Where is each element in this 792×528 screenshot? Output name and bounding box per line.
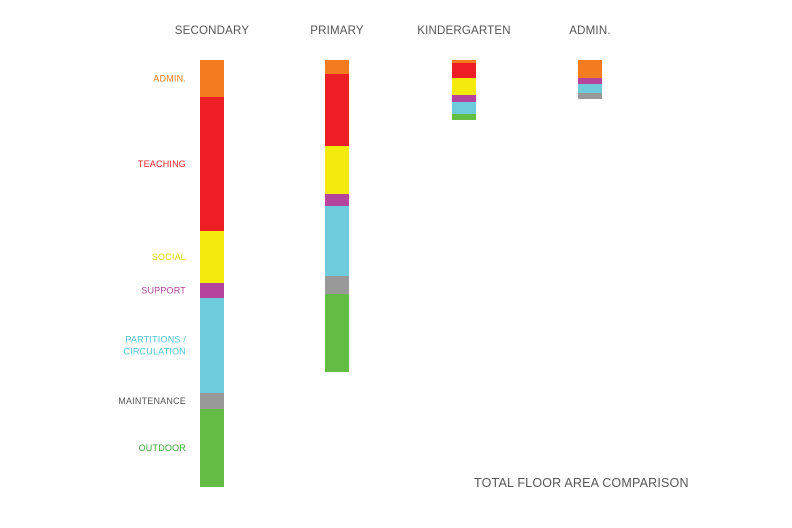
bar-segment-admin-partitions-circulation [578,84,602,93]
column-label-kindergarten: KINDERGARTEN [417,25,511,37]
column-labels: SECONDARY PRIMARY KINDERGARTEN ADMIN. [175,25,611,37]
category-label-support: SUPPORT [141,286,186,296]
bar-segment-secondary-outdoor [200,409,224,487]
category-labels: ADMIN. TEACHING SOCIAL SUPPORT PARTITIONS / C… [118,74,186,454]
column-label-admin: ADMIN. [569,25,610,37]
stacked-bars [200,60,602,487]
bar-segment-secondary-maintenance [200,393,224,409]
bar-segment-secondary-teaching [200,97,224,231]
bar-segment-secondary-admin [200,60,224,97]
chart-title: TOTAL FLOOR AREA COMPARISON [474,476,689,490]
bar-segment-secondary-support [200,283,224,298]
category-label-teaching: TEACHING [138,159,186,169]
bar-segment-primary-social [325,146,349,194]
category-label-outdoor: OUTDOOR [139,443,187,453]
category-label-social: SOCIAL [152,252,186,262]
bar-segment-admin-support [578,78,602,84]
bar-segment-secondary-partitions-circulation [200,298,224,393]
bar-segment-kindergarten-teaching [452,63,476,78]
bar-segment-primary-partitions-circulation [325,206,349,276]
column-label-secondary: SECONDARY [175,25,250,37]
category-label-admin: ADMIN. [153,74,186,84]
bar-segment-primary-admin [325,60,349,74]
bar-segment-secondary-social [200,231,224,283]
bar-segment-primary-teaching [325,74,349,146]
bar-segment-kindergarten-support [452,95,476,102]
bar-segment-kindergarten-outdoor [452,114,476,120]
bar-segment-kindergarten-partitions-circulation [452,102,476,114]
category-label-maintenance: MAINTENANCE [118,396,186,406]
bar-segment-admin-admin [578,60,602,78]
bar-segment-admin-maintenance [578,93,602,99]
bar-segment-primary-outdoor [325,294,349,372]
column-label-primary: PRIMARY [310,25,364,37]
bar-segment-primary-maintenance [325,276,349,294]
bar-segment-kindergarten-admin [452,60,476,63]
category-label-partitions-circulation: PARTITIONS / CIRCULATION [123,335,186,357]
bar-segment-kindergarten-social [452,78,476,95]
bar-segment-primary-support [325,194,349,206]
